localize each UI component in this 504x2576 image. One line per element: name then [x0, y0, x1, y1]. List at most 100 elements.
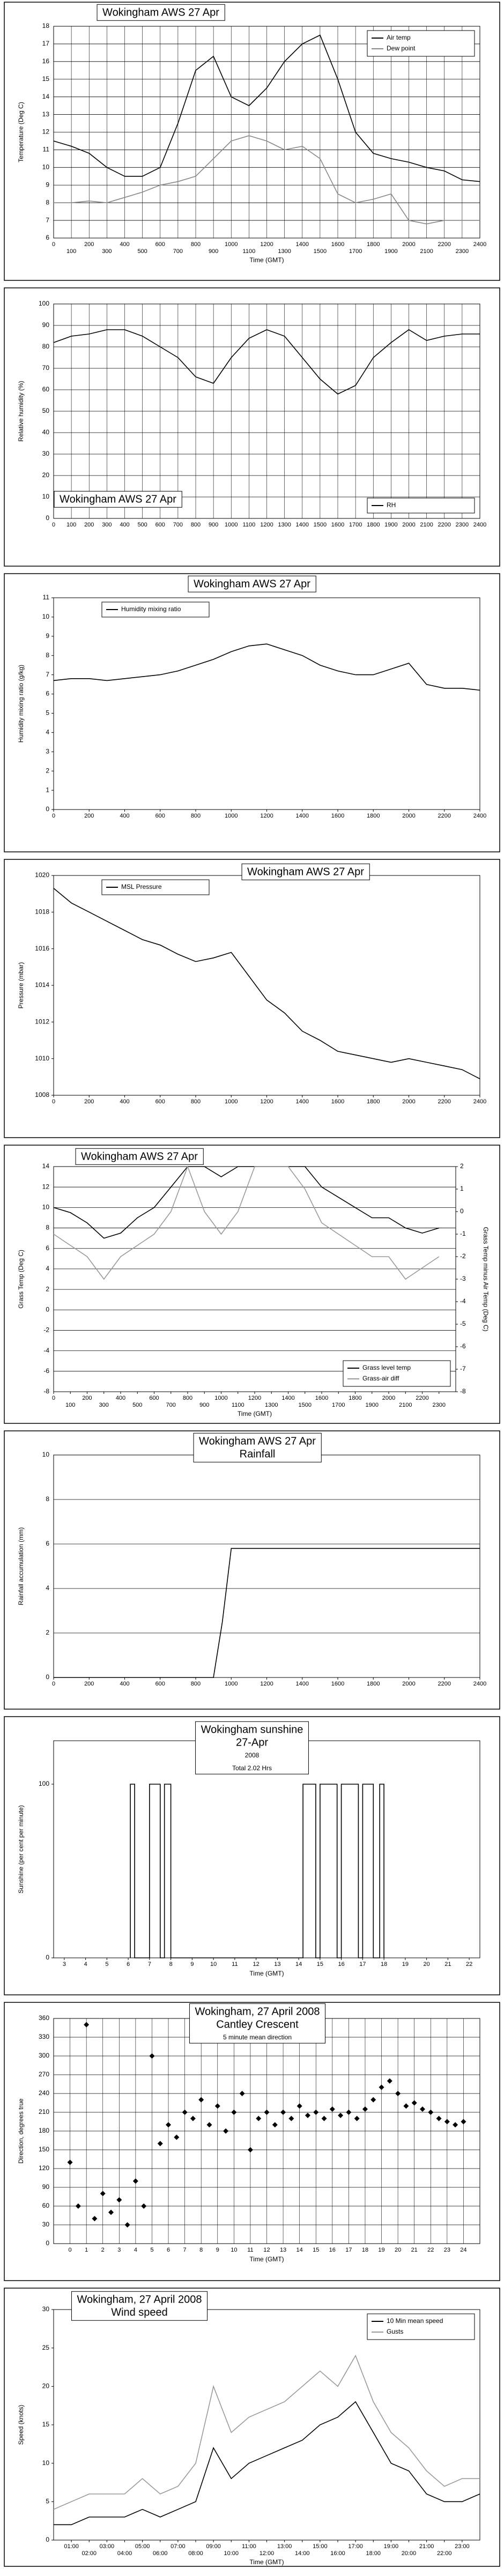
point	[346, 2110, 352, 2115]
title-box	[193, 1432, 322, 1463]
y-tick-label: 14	[42, 1162, 50, 1170]
point	[84, 2022, 90, 2028]
chart-title: Wokingham AWS 27 Apr	[60, 493, 176, 505]
x-tick-label: 6	[127, 1961, 130, 1968]
x-tick-label: 800	[191, 1098, 201, 1105]
x-tick-label: 1800	[367, 522, 380, 528]
x-tick-label: 09:00	[206, 2543, 221, 2550]
x-tick-label: 12:00	[260, 2550, 275, 2557]
y-tick-label: 10	[42, 2459, 50, 2467]
y-axis-label: Direction, degrees true	[17, 2098, 25, 2164]
x-tick-label: 22:00	[437, 2550, 452, 2557]
point	[305, 2112, 310, 2118]
x-tick-label: 700	[173, 522, 183, 528]
x-tick-label: 1100	[243, 522, 256, 528]
y-tick-label: 7	[46, 216, 49, 224]
x-tick-label: 24	[460, 2247, 466, 2253]
chart-annotation: 5 minute mean direction	[223, 2033, 292, 2041]
y-tick-label: 0	[46, 2239, 49, 2247]
x-tick-label: 9	[216, 2247, 219, 2253]
legend-label: Grass-air diff	[362, 1375, 399, 1382]
y-tick-label: 15	[42, 75, 50, 83]
x-tick-label: 2000	[402, 241, 415, 248]
x-tick-label: 1200	[260, 813, 273, 819]
x-tick-label: 11	[232, 1961, 238, 1968]
panel-border	[4, 2, 500, 281]
x-tick-label: 2400	[473, 1098, 486, 1105]
chart-title: Wokingham AWS 27 Apr	[247, 866, 364, 878]
x-tick-label: 1900	[366, 1402, 379, 1408]
chart-title: Wokingham AWS 27 Apr	[199, 1435, 316, 1447]
x-tick-label: 7	[148, 1961, 151, 1968]
y-tick-label: 90	[42, 2183, 50, 2191]
x-tick-label: 2000	[402, 813, 415, 819]
y-tick-label: 18	[42, 22, 50, 29]
y-tick-label: 360	[39, 2014, 49, 2022]
x-tick-label: 800	[191, 522, 201, 528]
x-tick-label: 200	[84, 1098, 94, 1105]
x-tick-label: 4	[134, 2247, 137, 2253]
y-tick-label: 50	[42, 407, 50, 414]
y-axis-label: Temperature (Deg C)	[17, 102, 25, 162]
point	[223, 2128, 229, 2134]
x-tick-label: 1600	[331, 1098, 344, 1105]
x-tick-label: 13	[274, 1961, 280, 1968]
x-tick-label: 20:00	[402, 2550, 417, 2557]
plot-frame	[53, 26, 480, 239]
point	[453, 2122, 458, 2128]
x-tick-label: 1000	[214, 1395, 227, 1401]
legend-label: Gusts	[387, 2328, 403, 2335]
x-tick-label: 17:00	[348, 2543, 363, 2550]
point	[141, 2203, 147, 2209]
x-axis-label: Time (GMT)	[249, 256, 284, 264]
x-tick-label: 0	[52, 1681, 55, 1687]
y-tick-label: 180	[39, 2127, 49, 2134]
x-tick-label: 200	[84, 241, 94, 248]
title-box	[75, 1148, 204, 1165]
y-tick-label: 1016	[35, 945, 49, 952]
x-tick-label: 1500	[314, 522, 327, 528]
x-tick-label: 900	[209, 522, 218, 528]
x-tick-label: 900	[199, 1402, 209, 1408]
x-tick-label: 05:00	[135, 2543, 150, 2550]
y-tick-label: -8	[43, 1387, 49, 1395]
y-tick-label: 16	[42, 57, 50, 65]
y-tick-label: 120	[39, 2164, 49, 2172]
x-tick-label: 13	[280, 2247, 286, 2253]
x-tick-label: 600	[155, 241, 165, 248]
y-tick-label: 11	[43, 593, 50, 601]
y-tick-label: 2	[46, 767, 49, 774]
title-box	[189, 2003, 326, 2044]
y-tick-label: 14	[42, 93, 50, 100]
x-tick-label: 500	[137, 248, 147, 255]
y-tick-label: 10	[42, 1451, 50, 1458]
y-tick-label: 10	[42, 613, 50, 620]
x-tick-label: 9	[190, 1961, 194, 1968]
x-tick-label: 15	[313, 2247, 319, 2253]
y-tick-label: 1010	[35, 1055, 49, 1062]
legend-box	[101, 879, 210, 895]
x-tick-label: 14	[295, 1961, 302, 1968]
x-tick-label: 16:00	[330, 2550, 345, 2557]
y-tick-label: 100	[39, 300, 49, 307]
point	[436, 2115, 442, 2121]
legend-box	[101, 602, 210, 618]
y-tick-label: 210	[39, 2108, 49, 2115]
series-line	[53, 34, 480, 182]
x-tick-label: 1000	[225, 241, 238, 248]
chart-annotation: Cantley Crescent	[216, 2018, 299, 2030]
series-line	[53, 888, 480, 1080]
point	[182, 2110, 188, 2115]
x-tick-label: 19	[378, 2247, 384, 2253]
x-tick-label: 1600	[331, 522, 344, 528]
x-tick-label: 600	[155, 1681, 165, 1687]
y-tick-label: 80	[42, 343, 50, 350]
y-tick-label: 8	[46, 651, 49, 659]
x-tick-label: 1900	[384, 522, 397, 528]
x-tick-label: 2400	[473, 1681, 486, 1687]
x-tick-label: 1400	[296, 241, 309, 248]
x-tick-label: 0	[52, 241, 55, 248]
chart-annotation: Rainfall	[240, 1448, 276, 1460]
x-tick-label: 3	[63, 1961, 66, 1968]
